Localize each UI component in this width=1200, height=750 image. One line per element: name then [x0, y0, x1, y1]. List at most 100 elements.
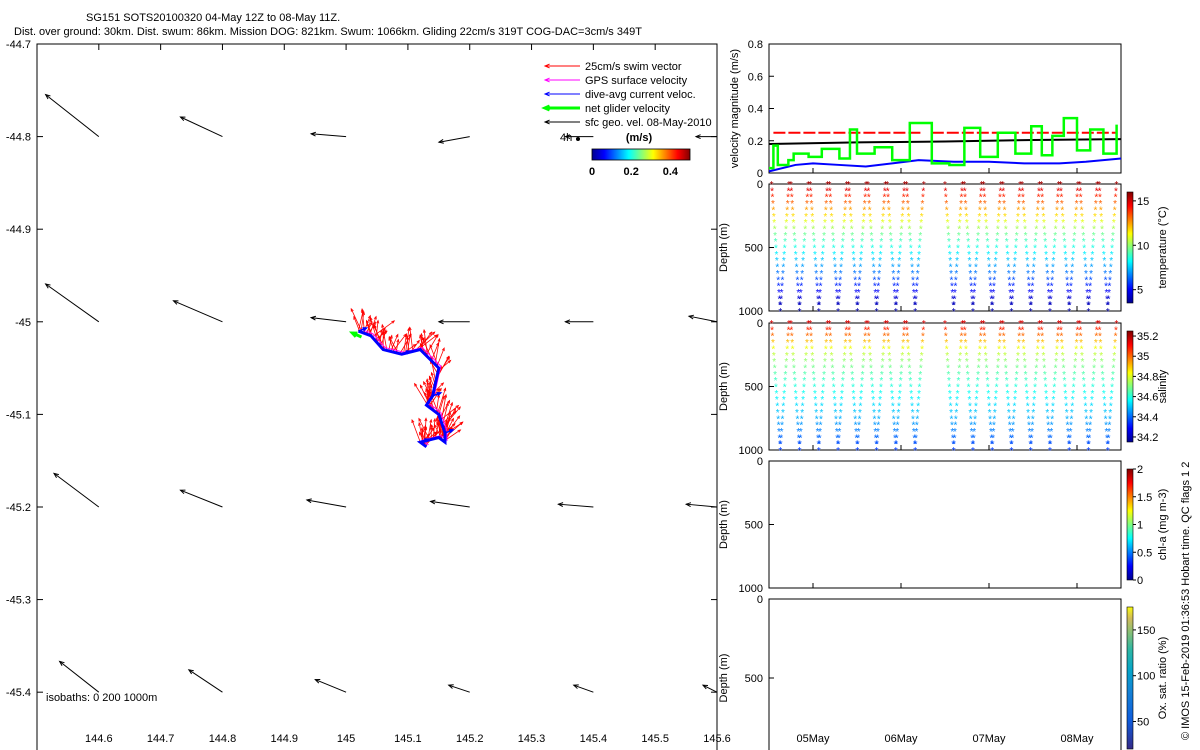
temperature-colorbar — [1126, 191, 1134, 304]
chla-y-tick-label: 0 — [757, 456, 763, 468]
temperature-profile-marker: * — [1026, 269, 1030, 280]
salinity-profile-marker: * — [1110, 383, 1114, 394]
temperature-profile-marker: * — [889, 231, 893, 242]
salinity-profile-marker: * — [806, 325, 810, 336]
map-y-tick-label: -45.4 — [6, 687, 31, 699]
temperature-profile-marker: * — [902, 193, 906, 204]
salinity-profile-marker: * — [798, 440, 802, 451]
salinity-colorbar-tick-label: 34.4 — [1137, 412, 1158, 424]
temperature-profile-marker: * — [819, 275, 823, 286]
salinity-profile-marker: * — [1029, 446, 1033, 457]
velocity-y-tick-label: 0.2 — [748, 136, 763, 148]
temperature-profile-marker: * — [1064, 256, 1068, 267]
chla-colorbar-tick-label: 1.5 — [1137, 492, 1152, 504]
temperature-profile-marker: * — [964, 212, 968, 223]
temperature-profile-marker: * — [963, 193, 967, 204]
salinity-profile-marker: * — [797, 440, 801, 451]
temperature-profile-marker: * — [1087, 301, 1091, 312]
temperature-profile-marker: * — [873, 282, 877, 293]
temperature-profile-marker: * — [1069, 288, 1073, 299]
temperature-profile-marker: * — [974, 256, 978, 267]
salinity-profile-marker: * — [1030, 433, 1034, 444]
salinity-profile-marker: * — [989, 421, 993, 432]
salinity-profile-marker: * — [866, 319, 870, 330]
temperature-profile-marker: * — [857, 282, 861, 293]
salinity-profile-marker: * — [795, 408, 799, 419]
swim-vector-arrow — [429, 344, 440, 369]
temperature-profile-marker: * — [947, 244, 951, 255]
salinity-profile-marker: * — [1113, 338, 1117, 349]
salinity-y-label: Depth (m) — [718, 362, 730, 411]
salinity-profile-marker: * — [841, 370, 845, 381]
salinity-profile-marker: * — [914, 440, 918, 451]
salinity-profile-marker: * — [917, 395, 921, 406]
temperature-profile-marker: * — [812, 231, 816, 242]
dive-avg-current-arrow-head — [448, 428, 455, 434]
temperature-profile-marker: * — [1025, 256, 1029, 267]
salinity-profile-marker: * — [794, 395, 798, 406]
geo-velocity-arrow — [180, 489, 223, 508]
temperature-profile-marker: * — [848, 205, 852, 216]
temperature-profile-marker: * — [1060, 199, 1064, 210]
salinity-profile-marker: * — [1099, 344, 1103, 355]
temperature-profile-marker: * — [898, 244, 902, 255]
salinity-profile-marker: * — [775, 402, 779, 413]
temperature-profile-marker: * — [806, 180, 810, 191]
salinity-profile-marker: * — [810, 338, 814, 349]
salinity-profile-marker: * — [963, 332, 967, 343]
temperature-profile-marker: * — [954, 275, 958, 286]
salinity-profile-marker: * — [982, 332, 986, 343]
salinity-profile-marker: * — [770, 319, 774, 330]
salinity-profile-marker: * — [889, 370, 893, 381]
temperature-profile-marker: * — [1041, 199, 1045, 210]
salinity-profile-marker: * — [971, 446, 975, 457]
salinity-profile-marker: * — [1062, 370, 1066, 381]
temperature-profile-marker: * — [947, 237, 951, 248]
swim-vector-arrow — [430, 360, 438, 374]
temperature-profile-marker: * — [1034, 224, 1038, 235]
salinity-profile-marker: * — [995, 376, 999, 387]
salinity-profile-marker: * — [1047, 433, 1051, 444]
temperature-profile-marker: * — [967, 244, 971, 255]
temperature-profile-marker: * — [791, 205, 795, 216]
temperature-profile-marker: * — [902, 186, 906, 197]
salinity-profile-marker: * — [1086, 433, 1090, 444]
temperature-profile-marker: * — [1098, 193, 1102, 204]
salinity-profile-marker: * — [960, 325, 964, 336]
salinity-profile-marker: * — [1049, 427, 1053, 438]
temperature-profile-marker: * — [876, 282, 880, 293]
salinity-profile-marker: * — [902, 332, 906, 343]
salinity-profile-marker: * — [823, 351, 827, 362]
salinity-profile-marker: * — [811, 357, 815, 368]
temperature-profile-marker: * — [797, 294, 801, 305]
temperature-profile-marker: * — [943, 186, 947, 197]
salinity-profile-marker: * — [969, 414, 973, 425]
swim-vector-arrow-head — [429, 344, 433, 348]
salinity-profile-marker: * — [1111, 363, 1115, 374]
temperature-profile-marker: * — [951, 294, 955, 305]
salinity-profile-marker: * — [840, 383, 844, 394]
salinity-profile-marker: * — [949, 402, 953, 413]
temperature-profile-marker: * — [812, 237, 816, 248]
swim-vector-arrow-head — [444, 393, 448, 398]
temperature-profile-marker: * — [1073, 224, 1077, 235]
temperature-profile-marker: * — [1062, 224, 1066, 235]
swim-vector-arrow-head — [431, 331, 436, 335]
temperature-profile-marker: * — [1052, 244, 1056, 255]
temperature-profile-marker: * — [776, 269, 780, 280]
salinity-profile-marker: * — [900, 351, 904, 362]
salinity-profile-marker: * — [972, 427, 976, 438]
salinity-profile-marker: * — [1104, 414, 1108, 425]
temperature-profile-marker: * — [955, 256, 959, 267]
salinity-profile-marker: * — [1007, 408, 1011, 419]
swim-vector-arrow-head — [447, 399, 451, 404]
temperature-profile-marker: * — [1057, 180, 1061, 191]
temperature-profile-marker: * — [872, 269, 876, 280]
temperature-profile-marker: * — [1080, 205, 1084, 216]
temperature-profile-marker: * — [969, 275, 973, 286]
swim-vector-arrow — [409, 327, 414, 352]
salinity-profile-marker: * — [842, 357, 846, 368]
salinity-profile-marker: * — [918, 383, 922, 394]
salinity-profile-marker: * — [993, 402, 997, 413]
temperature-profile-marker: * — [1110, 244, 1114, 255]
